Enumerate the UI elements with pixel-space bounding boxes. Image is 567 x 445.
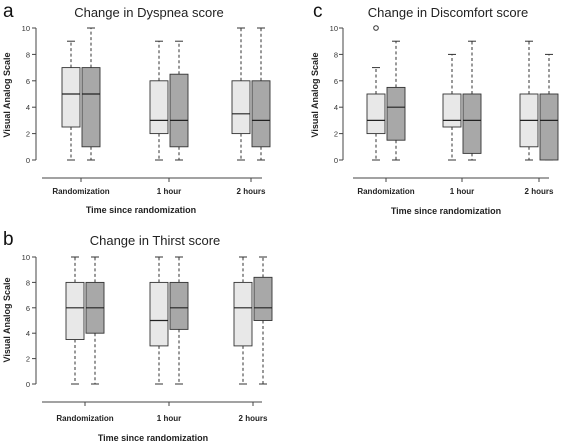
- boxplot-dark: [85, 256, 105, 385]
- boxplot-light: [366, 25, 386, 161]
- y-tick-label: 10: [330, 24, 338, 33]
- boxplot-dark: [251, 27, 271, 161]
- y-tick-label: 0: [26, 380, 30, 389]
- iqr-box: [253, 276, 273, 321]
- y-tick-label: 6: [26, 304, 30, 313]
- y-tick-label: 8: [26, 278, 30, 287]
- y-tick-label: 6: [334, 77, 338, 86]
- y-axis-title: Visual Analog Scale: [2, 52, 12, 137]
- y-tick-label: 4: [26, 103, 30, 112]
- iqr-box: [251, 80, 271, 148]
- y-tick-label: 0: [26, 156, 30, 165]
- iqr-box: [233, 281, 253, 347]
- iqr-box: [169, 281, 189, 330]
- y-tick-label: 2: [26, 130, 30, 139]
- y-tick-label: 10: [22, 253, 30, 262]
- iqr-box: [61, 67, 81, 128]
- panel-a-dyspnea: a Change in Dyspnea score Visual Analog …: [2, 1, 271, 215]
- panel-title: Change in Dyspnea score: [74, 5, 224, 20]
- x-tick-label: 1 hour: [450, 187, 474, 196]
- iqr-box: [462, 93, 482, 154]
- iqr-box: [149, 80, 169, 135]
- y-tick-label: 2: [26, 355, 30, 364]
- y-tick-label: 4: [334, 103, 338, 112]
- boxplot-light: [519, 40, 539, 161]
- y-tick-label: 4: [26, 329, 30, 338]
- iqr-box: [366, 93, 386, 135]
- boxplot-light: [231, 27, 251, 161]
- x-axis-title: Time since randomization: [98, 433, 208, 443]
- panel-title: Change in Discomfort score: [368, 5, 528, 20]
- y-tick-label: 10: [22, 24, 30, 33]
- panel-b-thirst: b Change in Thirst score Visual Analog S…: [2, 229, 273, 443]
- iqr-box: [149, 281, 169, 347]
- panel-title: Change in Thirst score: [90, 233, 221, 248]
- boxplot-light: [442, 53, 462, 161]
- y-tick-label: 2: [334, 130, 338, 139]
- outlier-point: [373, 25, 379, 31]
- panel-c-discomfort: c Change in Discomfort score Visual Anal…: [310, 1, 559, 216]
- boxplot-dark: [539, 53, 559, 161]
- iqr-box: [386, 86, 406, 141]
- boxplot-light: [149, 40, 169, 161]
- x-tick-label: 1 hour: [157, 414, 181, 423]
- boxplot-dark: [462, 40, 482, 161]
- iqr-box: [65, 281, 85, 340]
- y-axis-title: Visual Analog Scale: [2, 277, 12, 362]
- x-axis-title: Time since randomization: [391, 206, 501, 216]
- x-tick-label: 1 hour: [157, 187, 181, 196]
- boxplot-dark: [81, 27, 101, 161]
- boxplot-light: [149, 256, 169, 385]
- y-tick-label: 8: [334, 50, 338, 59]
- boxplot-dark: [386, 40, 406, 161]
- boxplot-dark: [169, 40, 189, 161]
- x-tick-label: 2 hours: [239, 414, 268, 423]
- iqr-box: [442, 93, 462, 128]
- boxplot-light: [65, 256, 85, 385]
- x-tick-label: Randomization: [56, 414, 113, 423]
- x-tick-label: 2 hours: [237, 187, 266, 196]
- boxplot-dark: [169, 256, 189, 385]
- x-tick-label: 2 hours: [525, 187, 554, 196]
- y-axis-title: Visual Analog Scale: [310, 52, 320, 137]
- panel-letter-c: c: [313, 1, 323, 22]
- panel-letter-b: b: [3, 229, 14, 250]
- iqr-box: [169, 73, 189, 148]
- y-tick-label: 6: [26, 77, 30, 86]
- x-axis-title: Time since randomization: [86, 205, 196, 215]
- boxplot-dark: [253, 256, 273, 385]
- boxplot-light: [233, 256, 253, 385]
- x-tick-label: Randomization: [357, 187, 414, 196]
- panel-letter-a: a: [3, 1, 14, 22]
- boxplot-light: [61, 40, 81, 161]
- y-tick-label: 8: [26, 50, 30, 59]
- iqr-box: [81, 67, 101, 148]
- x-tick-label: Randomization: [52, 187, 109, 196]
- iqr-box: [539, 93, 559, 161]
- iqr-box: [231, 80, 251, 135]
- y-tick-label: 0: [334, 156, 338, 165]
